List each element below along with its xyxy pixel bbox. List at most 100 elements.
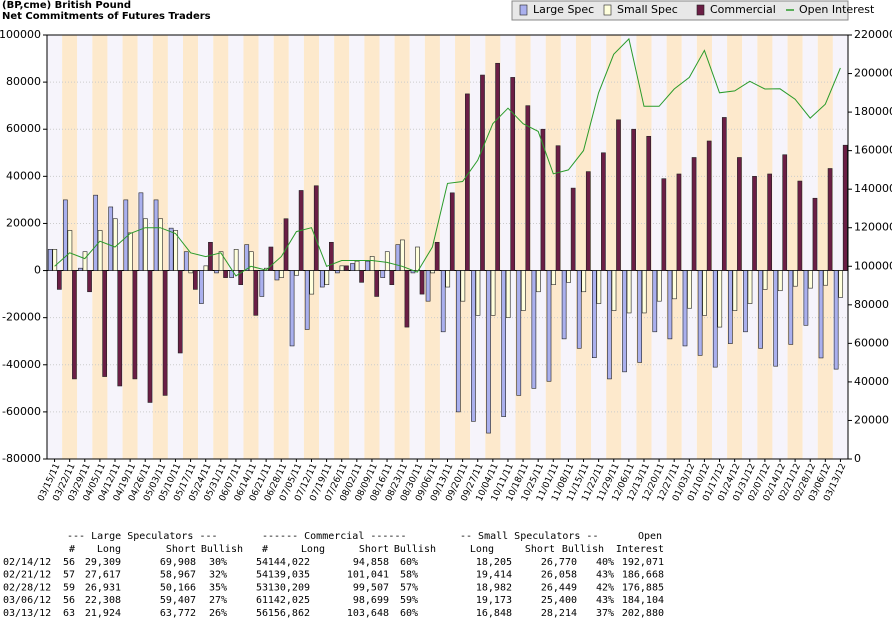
data-table: --- Large Speculators --- ------ Commerci… xyxy=(3,531,664,619)
bar xyxy=(183,251,189,271)
band xyxy=(228,35,244,459)
table-cell: 94,858 xyxy=(353,557,389,568)
bar xyxy=(87,270,92,293)
table-cell: 30% xyxy=(209,557,227,568)
table-cell: 186,668 xyxy=(622,570,664,581)
bar xyxy=(495,62,500,271)
table-group-header: Open xyxy=(638,531,662,542)
bar xyxy=(536,270,541,293)
legend-label: Small Spec xyxy=(617,3,678,16)
table-cell: 176,885 xyxy=(622,582,664,593)
bar xyxy=(682,270,688,347)
band xyxy=(198,35,214,459)
y-tick-label: -40000 xyxy=(2,358,41,371)
band xyxy=(651,35,667,459)
table-cell: 54 xyxy=(256,557,268,568)
table-cell: 40% xyxy=(596,557,614,568)
bar xyxy=(706,140,712,271)
bar xyxy=(208,241,213,271)
bar xyxy=(359,270,364,283)
table-cell: 63 xyxy=(63,608,75,619)
table-cell: 26% xyxy=(209,608,227,619)
table-cell: 22,308 xyxy=(85,595,121,606)
bar xyxy=(758,270,763,349)
bar xyxy=(102,270,107,377)
bar xyxy=(404,270,410,328)
bar xyxy=(350,263,355,271)
y-tick-label: -20000 xyxy=(2,311,41,324)
bar xyxy=(833,270,839,370)
bar xyxy=(788,270,794,345)
table-cell: 35% xyxy=(209,582,227,593)
band xyxy=(757,35,773,459)
chart-subtitle: Net Commitments of Futures Traders xyxy=(2,11,211,22)
bar xyxy=(430,270,435,274)
y2-tick-label: 160000 xyxy=(854,144,892,157)
legend-label: Commercial xyxy=(710,3,776,16)
bar xyxy=(520,270,526,311)
bar xyxy=(108,206,114,271)
bar xyxy=(762,270,768,290)
table-cell: 53 xyxy=(256,582,268,593)
table-cell: 60% xyxy=(400,608,418,619)
table-cell: 02/14/12 xyxy=(3,557,51,568)
table-cell: 192,071 xyxy=(622,557,664,568)
bar xyxy=(581,270,587,293)
bar xyxy=(626,270,632,314)
y2-tick-label: 120000 xyxy=(854,221,892,234)
bar xyxy=(585,171,591,271)
band xyxy=(349,35,365,459)
bar xyxy=(72,270,77,380)
table-cell: 43% xyxy=(596,595,614,606)
band xyxy=(213,35,229,459)
table-cell: 29,309 xyxy=(85,557,121,568)
bar xyxy=(721,117,727,271)
bar xyxy=(505,270,511,318)
y-tick-label: 80000 xyxy=(6,75,41,88)
bar xyxy=(344,265,349,271)
band xyxy=(258,35,274,459)
table-cell: 02/28/12 xyxy=(3,582,51,593)
bar xyxy=(566,270,571,283)
bar xyxy=(192,270,198,290)
bar xyxy=(691,157,697,271)
y-tick-label: 100000 xyxy=(0,28,41,41)
bar xyxy=(823,270,828,286)
table-column-header: Interest xyxy=(616,544,664,555)
bar xyxy=(551,270,556,285)
bar xyxy=(319,270,325,288)
table-column-header: Long xyxy=(470,544,494,555)
table-cell: 26,931 xyxy=(85,582,121,593)
bar xyxy=(324,270,330,285)
bar xyxy=(510,77,516,271)
bar xyxy=(842,144,848,271)
bar xyxy=(188,270,194,274)
y-tick-label: -60000 xyxy=(2,405,41,418)
table-cell: 103,648 xyxy=(347,608,389,619)
plot-area: -80000 -60000 -40000 -20000 0 20000 40000 60000… xyxy=(0,28,892,503)
band xyxy=(273,35,289,459)
bar xyxy=(440,270,446,333)
legend-label: Open Interest xyxy=(799,3,875,16)
table-group-header: ------ Commercial ------ xyxy=(262,531,407,542)
table-cell: 60% xyxy=(400,557,418,568)
bar xyxy=(616,119,621,271)
bar xyxy=(641,270,647,314)
bar xyxy=(672,270,677,300)
table-group-header: -- Small Speculators -- xyxy=(460,531,598,542)
bar xyxy=(329,241,334,271)
table-cell: 61 xyxy=(256,595,268,606)
table-cell: 26,449 xyxy=(541,582,577,593)
table-cell: 142,025 xyxy=(268,595,310,606)
table-cell: 18,205 xyxy=(476,557,512,568)
bar xyxy=(78,267,83,271)
table-cell: 19,173 xyxy=(476,595,512,606)
band xyxy=(183,35,199,459)
table-column-header: Short xyxy=(166,544,196,555)
bar xyxy=(138,192,144,271)
bar xyxy=(702,270,707,316)
bar xyxy=(395,244,401,271)
bar xyxy=(415,246,420,271)
bar xyxy=(128,232,133,271)
band xyxy=(243,35,259,459)
